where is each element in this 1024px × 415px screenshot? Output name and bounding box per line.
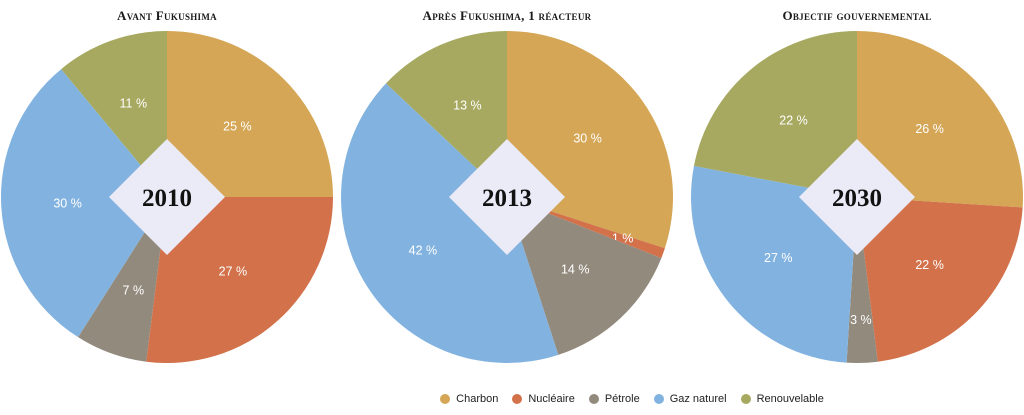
chart-title: Objectif gouvernemental bbox=[782, 8, 931, 23]
legend-label-gaz-naturel: Gaz naturel bbox=[669, 393, 727, 405]
year-label: 2013 bbox=[482, 185, 532, 212]
legend-label-renouvelable: Renouvelable bbox=[756, 393, 824, 405]
legend-swatch-renouvelable bbox=[740, 394, 751, 404]
slice-label-renouvelable: 22 % bbox=[779, 113, 808, 127]
pie-chart-2030: Objectif gouvernemental 26 % 22 % 3 % 27 % 22… bbox=[690, 8, 1023, 363]
pie-slice-renouvelable bbox=[385, 31, 507, 197]
pie-slice-gaz-naturel bbox=[0, 69, 167, 338]
slice-label-nucleaire: 22 % bbox=[915, 258, 944, 272]
pie-slice-charbon bbox=[857, 31, 1023, 208]
pie-slice-renouvelable bbox=[61, 30, 167, 197]
pie-slice-gaz-naturel bbox=[690, 165, 857, 363]
year-diamond bbox=[109, 139, 225, 255]
slice-label-charbon: 30 % bbox=[573, 132, 602, 146]
legend-swatch-gaz-naturel bbox=[653, 394, 664, 404]
legend-item-renouvelable: Renouvelable bbox=[740, 393, 824, 405]
year-label: 2010 bbox=[142, 185, 192, 212]
pie-slice-gaz-naturel bbox=[340, 83, 559, 364]
slice-label-nucleaire: 27 % bbox=[219, 265, 248, 279]
slice-label-petrole: 3 % bbox=[850, 313, 872, 327]
slice-label-renouvelable: 11 % bbox=[120, 96, 148, 110]
year-diamond bbox=[799, 139, 915, 255]
slice-label-petrole: 14 % bbox=[561, 263, 590, 277]
pie-slice-petrole bbox=[846, 197, 878, 363]
slice-label-petrole: 7 % bbox=[123, 284, 145, 298]
legend-swatch-petrole bbox=[588, 394, 599, 404]
legend-swatch-charbon bbox=[440, 394, 451, 404]
year-label: 2030 bbox=[832, 185, 882, 212]
legend-label-petrole: Pétrole bbox=[604, 393, 640, 405]
pie-slice-petrole bbox=[78, 197, 167, 362]
slice-label-gaz-naturel: 42 % bbox=[409, 243, 438, 257]
legend-label-charbon: Charbon bbox=[456, 393, 499, 405]
legend-item-charbon: Charbon bbox=[440, 393, 498, 405]
legend-item-gaz-naturel: Gaz naturel bbox=[653, 393, 727, 405]
slice-label-gaz-naturel: 27 % bbox=[764, 251, 793, 265]
slice-label-gaz-naturel: 30 % bbox=[53, 196, 82, 210]
legend-item-petrole: Pétrole bbox=[588, 393, 640, 405]
legend-label-nucleaire: Nucléaire bbox=[528, 393, 575, 405]
year-diamond bbox=[449, 139, 565, 255]
slice-label-renouvelable: 13 % bbox=[453, 99, 482, 113]
slice-label-charbon: 26 % bbox=[915, 122, 944, 136]
chart-title: Avant Fukushima bbox=[117, 8, 217, 23]
pie-slice-renouvelable bbox=[693, 31, 857, 197]
pie-slice-petrole bbox=[507, 197, 662, 355]
pie-slice-charbon bbox=[167, 31, 333, 197]
chart-title: Après Fukushima, 1 réacteur bbox=[423, 8, 592, 23]
pie-slice-nucleaire bbox=[146, 197, 333, 363]
legend-item-nucleaire: Nucléaire bbox=[512, 393, 575, 405]
pie-chart-2010: Avant Fukushima 25 % 27 % 7 % 30 % 11 % 2010 bbox=[0, 8, 333, 363]
legend-swatch-nucleaire bbox=[512, 394, 523, 404]
pie-slice-nucleaire bbox=[857, 197, 1023, 362]
slice-label-charbon: 25 % bbox=[223, 120, 252, 134]
chart-legend: Charbon Nucléaire Pétrole Gaz naturel Re… bbox=[0, 393, 1024, 405]
